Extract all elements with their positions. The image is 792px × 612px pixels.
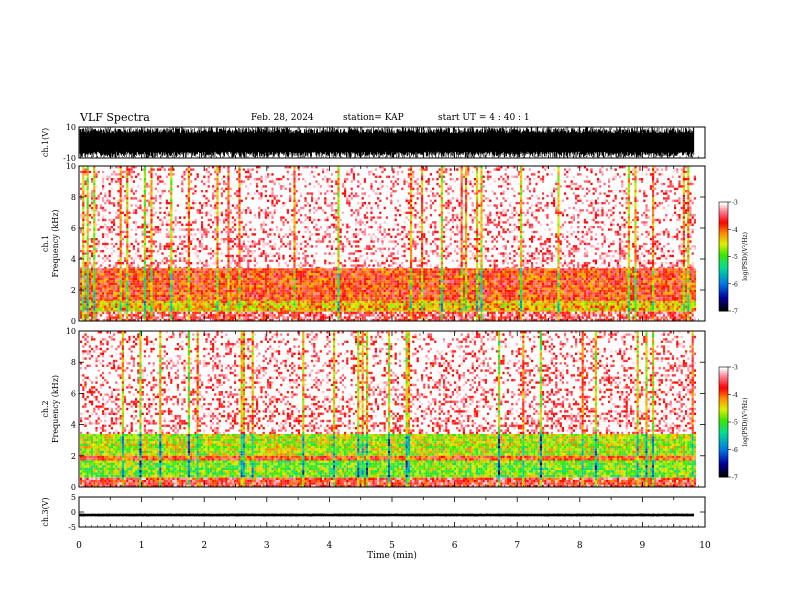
x-tick-label: 3 xyxy=(264,541,270,551)
x-tick-label: 5 xyxy=(389,541,395,551)
ch3-waveform-ylabel: ch.3(V) xyxy=(41,497,50,526)
y-axis-label: ch.2 xyxy=(41,400,50,417)
vlf-figure: 10-10ch.1(V)50-5ch.3(V)0246810ch.1 Freque… xyxy=(0,0,792,612)
y-tick-label: 8 xyxy=(71,358,76,367)
x-tick-label: 4 xyxy=(327,541,333,551)
x-tick-label: 10 xyxy=(699,541,711,551)
ch1-spectrogram-ylabel: ch.1 Frequency (kHz) xyxy=(41,209,60,277)
x-tick-label: 0 xyxy=(76,541,82,551)
y-axis-label: Frequency (kHz) xyxy=(51,375,60,443)
x-tick-label: 9 xyxy=(640,541,646,551)
colorbar-tick-label: -4 xyxy=(732,227,738,234)
ch1-spectrogram-colorbar xyxy=(719,202,728,312)
x-tick-label: 6 xyxy=(452,541,458,551)
y-tick-label: 0 xyxy=(71,317,76,326)
x-tick-label: 8 xyxy=(577,541,583,551)
y-tick-label: 4 xyxy=(71,255,76,264)
colorbar-label: log(PSD)(V²/Hz) xyxy=(742,232,749,281)
ch2-spectrogram-colorbar xyxy=(719,367,728,478)
ch1-waveform-ylabel: ch.1(V) xyxy=(41,128,50,157)
y-tick-label: 8 xyxy=(71,193,76,202)
ch3-waveform-trace xyxy=(80,514,694,517)
colorbar-tick-label: -3 xyxy=(732,200,738,207)
colorbar-tick-label: -6 xyxy=(732,281,738,288)
y-tick-label: 10 xyxy=(66,123,76,132)
y-tick-label: 5 xyxy=(71,493,76,502)
y-tick-label: 0 xyxy=(71,508,76,517)
colorbar-label-text: log(PSD)(V²/Hz) xyxy=(742,398,749,447)
y-tick-label: 6 xyxy=(71,224,76,233)
colorbar-tick-label: -6 xyxy=(732,447,738,454)
y-axis-label: ch.3(V) xyxy=(41,497,50,526)
colorbar-tick-label: -3 xyxy=(732,365,738,372)
y-tick-label: 4 xyxy=(71,421,76,430)
colorbar-tick-label: -7 xyxy=(732,475,738,482)
y-axis-label: ch.1 xyxy=(41,235,50,252)
ch2-spectrogram-ylabel: ch.2 Frequency (kHz) xyxy=(41,375,60,443)
colorbar-tick-label: -5 xyxy=(732,420,738,427)
colorbar-label-text: log(PSD)(V²/Hz) xyxy=(742,232,749,281)
y-axis-label: ch.1(V) xyxy=(41,128,50,157)
ch1-waveform-trace xyxy=(80,127,694,158)
x-tick-label: 1 xyxy=(139,541,145,551)
y-tick-label: 2 xyxy=(71,286,76,295)
x-tick-label: 2 xyxy=(201,541,207,551)
colorbar-label: log(PSD)(V²/Hz) xyxy=(742,398,749,447)
y-tick-label: 0 xyxy=(71,483,76,492)
x-tick-label: 7 xyxy=(514,541,520,551)
y-tick-label: 6 xyxy=(71,389,76,398)
colorbar-tick-label: -7 xyxy=(732,309,738,316)
y-tick-label: 10 xyxy=(66,162,76,171)
y-tick-label: -5 xyxy=(68,523,76,532)
y-tick-label: 2 xyxy=(71,452,76,461)
colorbar-tick-label: -4 xyxy=(732,392,738,399)
colorbar-tick-label: -5 xyxy=(732,254,738,261)
y-tick-label: 10 xyxy=(66,327,76,336)
x-axis-label: Time (min) xyxy=(367,550,417,561)
y-axis-label: Frequency (kHz) xyxy=(51,209,60,277)
